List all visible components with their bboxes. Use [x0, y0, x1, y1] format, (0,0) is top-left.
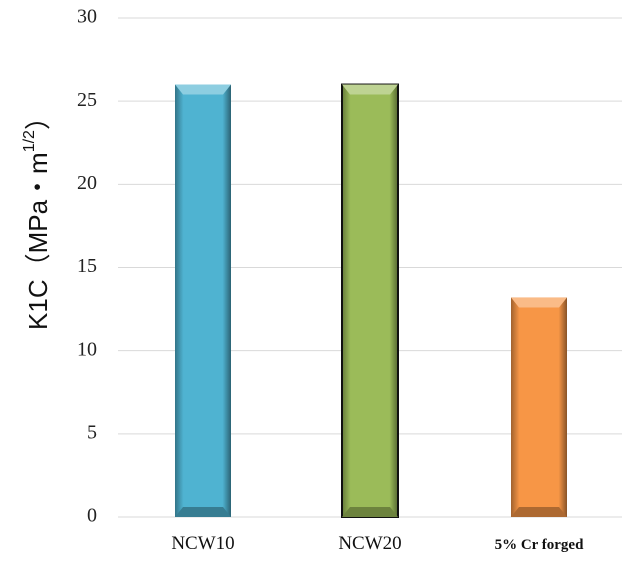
y-tick-label: 20 — [77, 172, 97, 194]
y-axis-label-suffix: ） — [23, 104, 53, 130]
x-axis-ticks: NCW10 NCW20 5% Cr forged — [171, 533, 584, 554]
y-tick-label: 0 — [87, 505, 97, 527]
x-tick-label: NCW10 — [171, 533, 234, 554]
y-tick-label: 10 — [77, 338, 97, 360]
bar-body — [341, 83, 399, 519]
bar-bottom-bevel — [511, 507, 567, 517]
bar-top-bevel — [175, 84, 231, 95]
y-tick-label: 25 — [77, 89, 97, 111]
y-tick-label: 5 — [87, 421, 97, 443]
bars — [175, 83, 567, 519]
bar-body — [511, 297, 567, 517]
bar-bottom-bevel — [175, 507, 231, 517]
y-axis-label-superscript: 1/2 — [21, 130, 38, 152]
bar-ncw10 — [175, 84, 231, 518]
bar-body — [175, 84, 231, 518]
bar-top-bevel — [342, 84, 398, 95]
bar-top-bevel — [511, 297, 567, 308]
y-axis-ticks: 0 5 10 15 20 25 30 — [77, 6, 97, 527]
x-tick-label: NCW20 — [338, 533, 401, 554]
bar-ncw20 — [341, 83, 399, 519]
y-tick-label: 30 — [77, 6, 97, 28]
y-tick-label: 15 — [77, 255, 97, 277]
y-axis-label: K1C（MPa・m1/2） — [21, 104, 53, 330]
y-axis-label-prefix: K1C（MPa・m — [23, 152, 53, 330]
bar-bottom-bevel — [342, 507, 398, 517]
bar-5-cr-forged — [511, 297, 567, 517]
x-tick-label: 5% Cr forged — [495, 537, 585, 553]
